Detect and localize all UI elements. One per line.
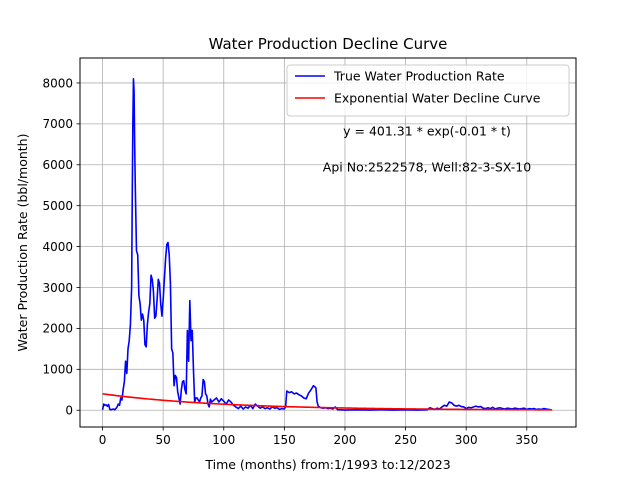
legend: True Water Production Rate Exponential W…: [286, 64, 570, 117]
plot-series: [101, 78, 553, 411]
true-water-production-line: [101, 78, 552, 411]
x-axis-label: Time (months) from:1/1993 to:12/2023: [204, 457, 450, 472]
legend-label-true-water: True Water Production Rate: [333, 69, 505, 84]
y-tick-label: 4000: [42, 240, 73, 254]
legend-box: [286, 64, 570, 117]
y-tick-label: 3000: [42, 281, 73, 295]
y-tick-label: 8000: [42, 76, 73, 90]
x-tick-label: 300: [455, 433, 478, 447]
y-tick-label: 2000: [42, 322, 73, 336]
x-tick-label: 150: [273, 433, 296, 447]
y-tick-label: 6000: [42, 158, 73, 172]
grid-lines: [80, 58, 576, 427]
well-annotation: Api No:2522578, Well:82-3-SX-10: [323, 160, 531, 175]
y-tick-label: 7000: [42, 117, 73, 131]
chart-title: Water Production Decline Curve: [209, 35, 448, 53]
y-tick-label: 1000: [42, 363, 73, 377]
x-tick-label: 350: [515, 433, 538, 447]
equation-annotation: y = 401.31 * exp(-0.01 * t): [343, 124, 511, 139]
y-tick-label: 0: [65, 404, 73, 418]
x-tick-label: 250: [394, 433, 417, 447]
legend-label-exponential: Exponential Water Decline Curve: [334, 91, 541, 106]
axis-ticks: 0 50 100 150 200 250 300 350 0 1000 2000 3000 4000 50…: [42, 76, 538, 447]
x-tick-label: 100: [212, 433, 235, 447]
y-axis-label: Water Production Rate (bbl/month): [15, 134, 30, 352]
exponential-decline-line: [102, 393, 553, 411]
x-tick-label: 50: [156, 433, 171, 447]
x-tick-label: 200: [334, 433, 357, 447]
x-tick-label: 0: [99, 433, 107, 447]
plot-area-frame: [79, 57, 577, 428]
y-tick-label: 5000: [42, 199, 73, 213]
